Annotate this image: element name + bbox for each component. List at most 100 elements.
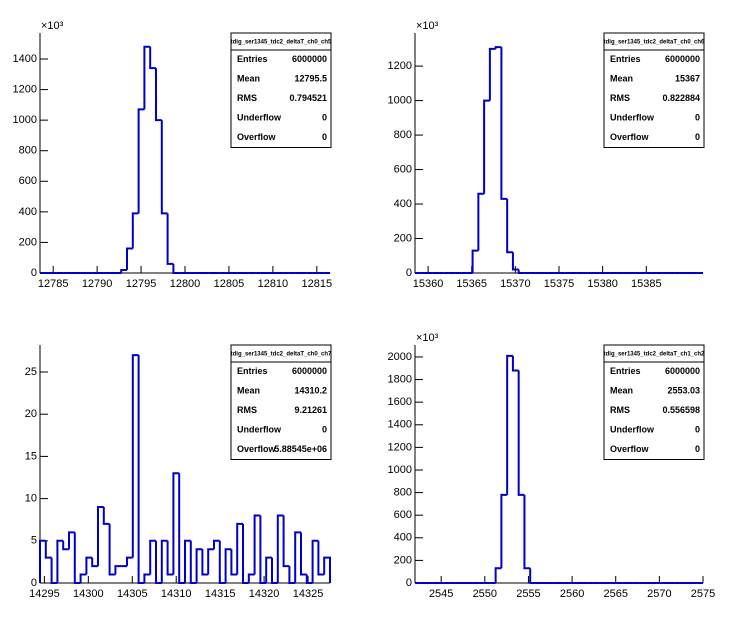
histogram-bin bbox=[79, 573, 87, 583]
y-tick-label: 0 bbox=[406, 577, 412, 589]
y-exponent: ×10³ bbox=[416, 20, 439, 32]
histogram-bin bbox=[323, 556, 331, 583]
histogram-bin bbox=[102, 507, 110, 525]
x-tick-label: 15380 bbox=[587, 278, 618, 290]
stats-label: Entries bbox=[610, 54, 641, 64]
histogram-bin bbox=[137, 108, 145, 214]
histogram-bin bbox=[73, 532, 81, 584]
stats-value: 0 bbox=[695, 132, 700, 142]
stats-value: 15367 bbox=[675, 74, 700, 84]
histogram-bin bbox=[218, 540, 226, 584]
stats-label: RMS bbox=[610, 405, 630, 415]
histogram-bin bbox=[523, 494, 531, 570]
x-tick-label: 14295 bbox=[29, 588, 60, 600]
histogram-bin bbox=[91, 557, 98, 568]
histogram-bin bbox=[494, 567, 502, 583]
y-tick-label: 2000 bbox=[388, 351, 412, 363]
stats-value: 0.556598 bbox=[662, 405, 700, 415]
stats-value: 12795.5 bbox=[294, 74, 327, 84]
histogram-bin bbox=[213, 539, 220, 550]
stats-box bbox=[230, 344, 332, 460]
x-tick-label: 14315 bbox=[205, 588, 236, 600]
histogram-bin bbox=[288, 566, 296, 584]
histogram-bin bbox=[276, 514, 284, 583]
histogram-bin bbox=[259, 515, 267, 584]
histogram-bin bbox=[166, 213, 174, 265]
y-tick-label: 10 bbox=[25, 493, 37, 505]
stats-label: Underflow bbox=[610, 113, 655, 123]
stats-label: Underflow bbox=[237, 113, 282, 123]
stats-value: 0 bbox=[695, 425, 700, 435]
stats-value: 0.794521 bbox=[289, 93, 327, 103]
x-tick-label: 2560 bbox=[560, 588, 584, 600]
y-exponent: ×10³ bbox=[416, 332, 439, 344]
histogram-bin bbox=[114, 565, 122, 575]
y-tick-label: 25 bbox=[25, 366, 37, 378]
histogram-bin bbox=[143, 45, 151, 110]
stats-label: RMS bbox=[610, 93, 630, 103]
y-tick-label: 800 bbox=[19, 145, 37, 157]
x-tick-label: 14325 bbox=[293, 588, 324, 600]
histogram-bin bbox=[500, 47, 508, 200]
histogram-bin bbox=[317, 540, 325, 576]
x-tick-label: 15365 bbox=[456, 278, 487, 290]
y-tick-label: 0 bbox=[31, 267, 37, 279]
stats-box bbox=[603, 32, 705, 148]
x-tick-label: 2570 bbox=[647, 588, 671, 600]
y-tick-label: 15 bbox=[25, 450, 37, 462]
stats-value: 6000000 bbox=[665, 54, 700, 64]
histogram-bin bbox=[207, 548, 214, 575]
x-tick-label: 14300 bbox=[73, 588, 104, 600]
x-tick-label: 12800 bbox=[170, 278, 201, 290]
x-tick-label: 14310 bbox=[161, 588, 192, 600]
y-tick-label: 600 bbox=[394, 163, 412, 175]
stats-label: Mean bbox=[610, 74, 633, 84]
histogram-bin bbox=[39, 539, 46, 583]
x-tick-label: 12790 bbox=[82, 278, 113, 290]
histogram-bin bbox=[44, 540, 52, 559]
histogram-bin bbox=[126, 556, 133, 567]
y-exponent: ×10³ bbox=[41, 20, 64, 32]
x-tick-label: 12810 bbox=[258, 278, 289, 290]
stats-value: 14310.2 bbox=[294, 386, 327, 396]
histogram-bin bbox=[172, 472, 180, 575]
y-tick-label: 5 bbox=[31, 535, 37, 547]
histogram-bin bbox=[149, 46, 156, 70]
y-tick-label: 200 bbox=[394, 554, 412, 566]
x-tick-label: 12805 bbox=[214, 278, 245, 290]
histogram-bin bbox=[311, 539, 319, 583]
stats-label: Entries bbox=[237, 54, 268, 64]
histogram-bin bbox=[511, 355, 519, 372]
y-tick-label: 1000 bbox=[13, 114, 37, 126]
stats-label: Mean bbox=[610, 386, 633, 396]
x-tick-label: 12815 bbox=[302, 278, 333, 290]
stats-value: 2553.03 bbox=[667, 386, 700, 396]
histogram-bin bbox=[201, 549, 209, 576]
x-tick-label: 15360 bbox=[413, 278, 444, 290]
histogram-bin bbox=[224, 548, 232, 583]
stats-value: 6000000 bbox=[292, 54, 327, 64]
x-tick-label: 2545 bbox=[429, 588, 453, 600]
y-tick-label: 0 bbox=[406, 267, 412, 279]
y-tick-label: 0 bbox=[31, 577, 37, 589]
y-tick-label: 400 bbox=[394, 532, 412, 544]
histogram-bin bbox=[271, 557, 278, 584]
histogram-bin bbox=[85, 556, 93, 575]
histogram-bin bbox=[242, 523, 249, 584]
y-tick-label: 1400 bbox=[13, 53, 37, 65]
stats-value: 6000000 bbox=[665, 366, 700, 376]
y-tick-label: 800 bbox=[394, 486, 412, 498]
histogram-bin bbox=[189, 540, 197, 584]
histogram-panel: 2545 2550 2555 2560 2565 2570 2575 0 200 400 600 80… bbox=[388, 332, 716, 600]
y-tick-label: 1000 bbox=[388, 464, 412, 476]
histogram-bin bbox=[230, 549, 238, 576]
stats-value: 0 bbox=[695, 113, 700, 123]
x-tick-label: 2575 bbox=[691, 588, 715, 600]
histogram-bin bbox=[483, 99, 490, 194]
x-tick-label: 12795 bbox=[126, 278, 157, 290]
histogram-bin bbox=[506, 354, 513, 495]
x-tick-label: 2555 bbox=[516, 588, 540, 600]
y-tick-label: 600 bbox=[19, 175, 37, 187]
histogram-bin bbox=[494, 46, 502, 49]
